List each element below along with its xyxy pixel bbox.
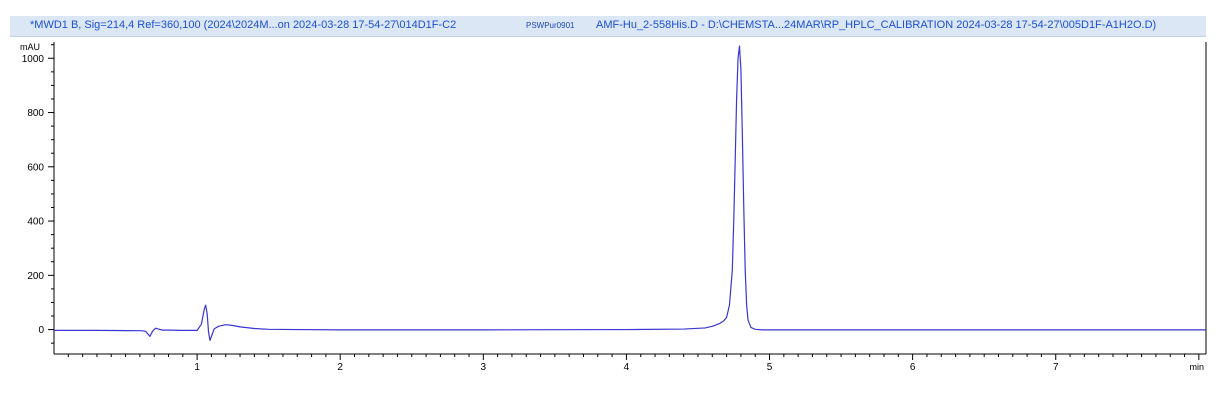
- y-unit-label: mAU: [20, 42, 40, 52]
- x-tick-label: 4: [624, 362, 630, 373]
- x-tick-label: 5: [767, 362, 773, 373]
- sample-tag-label: PSWPur0901: [526, 21, 575, 30]
- signal-info-label: *MWD1 B, Sig=214,4 Ref=360,100 (2024\202…: [30, 19, 457, 31]
- y-tick-label: 800: [27, 108, 44, 119]
- chromatogram-chart: 0 200 400 600 800 1000 1 2 3 4 5 6 7 mAU min: [20, 42, 1207, 373]
- signal-title-bar: *MWD1 B, Sig=214,4 Ref=360,100 (2024\202…: [10, 16, 1206, 37]
- file-path-label: AMF-Hu_2-558His.D - D:\CHEMSTA...24MAR\R…: [596, 19, 1157, 31]
- x-tick-label: 3: [481, 362, 487, 373]
- y-tick-label: 600: [27, 162, 44, 173]
- x-tick-label: 1: [194, 362, 200, 373]
- x-tick-label: 6: [910, 362, 916, 373]
- chromatogram-trace: [54, 45, 1206, 342]
- y-tick-label: 0: [38, 325, 44, 336]
- x-unit-label: min: [1189, 362, 1204, 372]
- y-tick-label: 1000: [22, 54, 45, 65]
- y-tick-label: 200: [27, 271, 44, 282]
- x-tick-label: 7: [1053, 362, 1059, 373]
- x-tick-label: 2: [337, 362, 343, 373]
- y-tick-label: 400: [27, 217, 44, 228]
